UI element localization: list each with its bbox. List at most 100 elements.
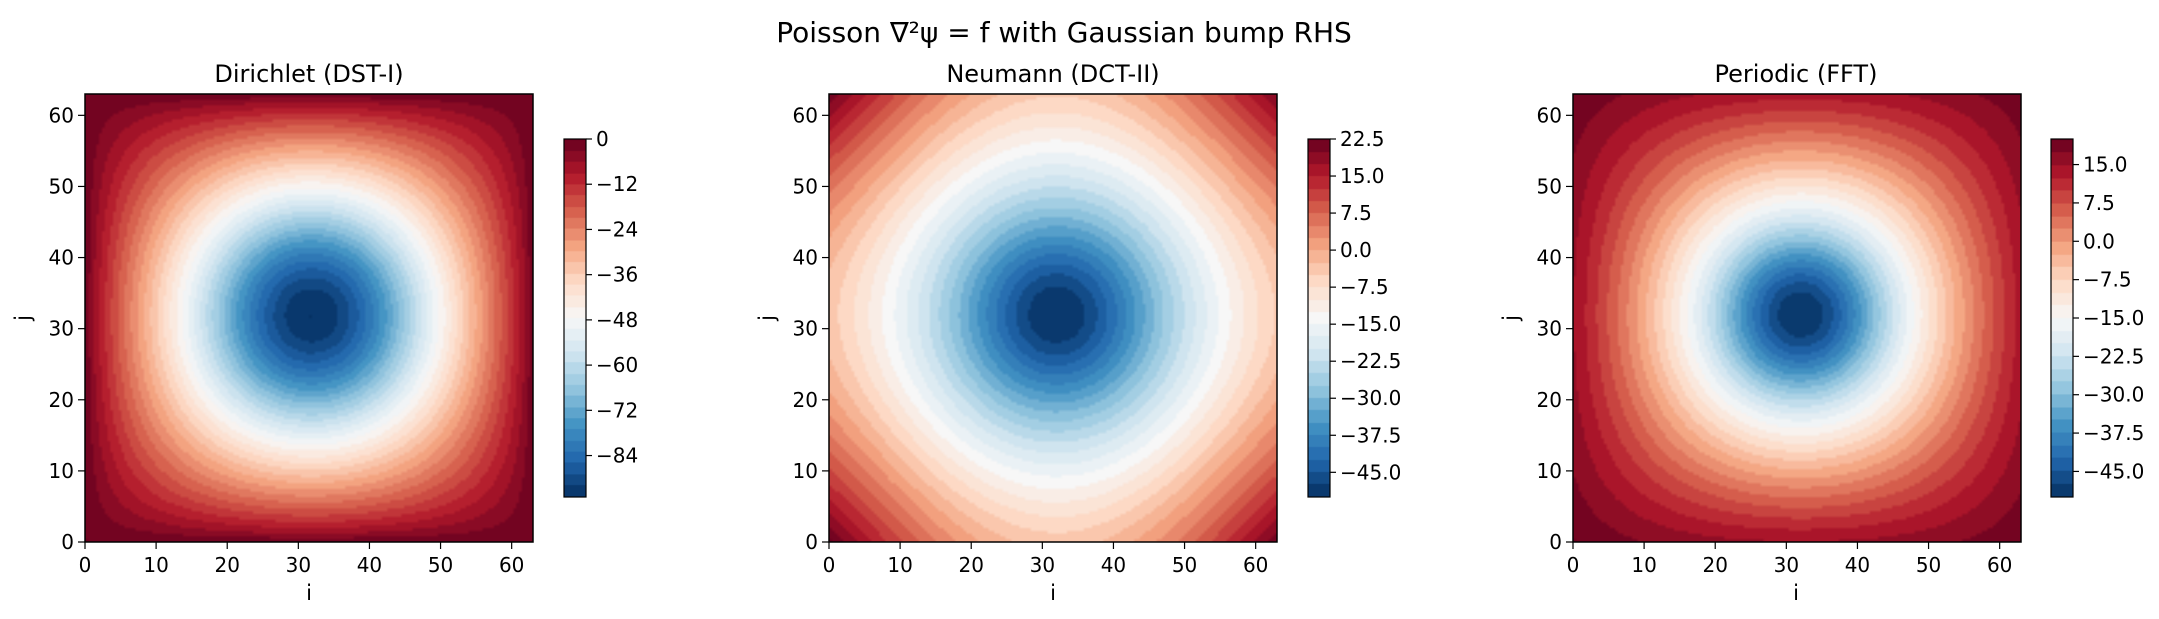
plot-frame [84,93,534,543]
y-ticks: 0 10 20 30 40 50 60 [1537,103,1573,554]
colorbar-frame [1307,138,1331,498]
y-tick-label: 30 [793,317,818,341]
x-tick-label: 50 [428,553,453,577]
colorbar-tick-label: −45.0 [1340,460,1401,484]
y-tick-label: 40 [1537,246,1562,270]
y-tick-label: 0 [61,530,74,554]
y-tick-label: 20 [1537,388,1562,412]
y-tick-label: 60 [793,103,818,127]
colorbar-tick-label: −37.5 [1340,423,1401,447]
x-tick-label: 50 [1916,553,1941,577]
x-tick-label: 10 [1631,553,1656,577]
colorbar-tick-label: 22.5 [1340,127,1385,151]
colorbar-tick-label: −22.5 [1340,349,1401,373]
x-tick-label: 60 [499,553,524,577]
colorbar-ticks: 22.5 15.0 7.5 0.0 −7.5 −15.0 −22.5 −30.0 −37.5 −4… [1330,127,1401,484]
x-tick-label: 0 [1567,553,1580,577]
colorbar-tick-label: −15.0 [1340,312,1401,336]
y-ticks: 0 10 20 30 40 50 60 [793,103,829,554]
colorbar-tick-label: 15.0 [2083,153,2128,177]
colorbar-tick-label: −22.5 [2083,344,2144,368]
y-tick-label: 50 [1537,174,1562,198]
x-ticks: 0 10 20 30 40 50 60 [823,542,1268,577]
plot-frame [1572,93,2022,543]
colorbar-tick-label: 0.0 [2083,229,2115,253]
x-tick-label: 10 [887,553,912,577]
colorbar-image [2051,139,2073,497]
colorbar-tick-label: 0 [596,127,609,151]
panel-title: Dirichlet (DST-I) [214,60,403,88]
y-tick-label: 60 [49,103,74,127]
panel-periodic: Periodic (FFT) 0 10 20 30 40 50 60 0 10 20 30 40 50… [1499,60,2144,605]
y-tick-label: 0 [1549,530,1562,554]
colorbar-tick-label: −7.5 [1340,275,1389,299]
colorbar-tick-label: 7.5 [1340,201,1372,225]
x-tick-label: 50 [1172,553,1197,577]
heatmap-image [829,94,1277,542]
x-tick-label: 0 [823,553,836,577]
y-tick-label: 40 [793,246,818,270]
colorbar-ticks: 0 −12 −24 −36 −48 −60 −72 −84 [586,127,638,468]
colorbar-tick-label: −37.5 [2083,421,2144,445]
colorbar-image [564,139,586,497]
y-axis-label: j [755,315,779,322]
colorbar-tick-label: −7.5 [2083,268,2132,292]
colorbar-tick-label: −24 [596,217,638,241]
x-tick-label: 40 [1101,553,1126,577]
x-tick-label: 60 [1243,553,1268,577]
y-tick-label: 60 [1537,103,1562,127]
x-tick-label: 0 [79,553,92,577]
heatmap-image [1573,94,2021,542]
colorbar-tick-label: 0.0 [1340,238,1372,262]
x-tick-label: 30 [286,553,311,577]
x-tick-label: 60 [1987,553,2012,577]
colorbar-tick-label: −30.0 [1340,386,1401,410]
x-ticks: 0 10 20 30 40 50 60 [79,542,524,577]
y-tick-label: 0 [805,530,818,554]
panel-title: Periodic (FFT) [1715,60,1878,88]
colorbar-ticks: 15.0 7.5 0.0 −7.5 −15.0 −22.5 −30.0 −37.5 −45.0 [2073,153,2144,483]
y-ticks: 0 10 20 30 40 50 60 [49,103,85,554]
panel-dirichlet: Dirichlet (DST-I) 0 10 20 30 40 50 60 0 10 20 30 4… [11,60,638,605]
x-tick-label: 30 [1030,553,1055,577]
plot-frame [828,93,1278,543]
y-tick-label: 10 [793,459,818,483]
colorbar-tick-label: 7.5 [2083,191,2115,215]
colorbar-tick-label: −36 [596,263,638,287]
y-tick-label: 50 [49,174,74,198]
x-ticks: 0 10 20 30 40 50 60 [1567,542,2012,577]
colorbar-image [1308,139,1330,497]
x-axis-label: i [306,581,312,605]
y-tick-label: 30 [1537,317,1562,341]
x-axis-label: i [1050,581,1056,605]
colorbar-tick-label: −72 [596,398,638,422]
x-tick-label: 40 [1845,553,1870,577]
y-tick-label: 50 [793,174,818,198]
y-tick-label: 20 [49,388,74,412]
panel-title: Neumann (DCT-II) [946,60,1159,88]
x-tick-label: 20 [958,553,983,577]
y-tick-label: 40 [49,246,74,270]
y-axis-label: j [1499,315,1523,322]
x-tick-label: 20 [1702,553,1727,577]
y-tick-label: 30 [49,317,74,341]
x-tick-label: 40 [357,553,382,577]
x-tick-label: 30 [1774,553,1799,577]
colorbar-tick-label: −45.0 [2083,459,2144,483]
x-tick-label: 20 [214,553,239,577]
colorbar-tick-label: −60 [596,353,638,377]
colorbar-tick-label: −48 [596,308,638,332]
heatmap-image [85,94,533,542]
y-tick-label: 20 [793,388,818,412]
colorbar-tick-label: −15.0 [2083,306,2144,330]
figure-title: Poisson ∇²ψ = f with Gaussian bump RHS [776,16,1352,49]
y-tick-label: 10 [1537,459,1562,483]
panel-neumann: Neumann (DCT-II) 0 10 20 30 40 50 60 0 10 20 30 40… [755,60,1401,605]
colorbar-tick-label: 15.0 [1340,164,1385,188]
x-tick-label: 10 [143,553,168,577]
colorbar-tick-label: −30.0 [2083,383,2144,407]
x-axis-label: i [1793,581,1799,605]
colorbar-frame [563,138,587,498]
colorbar-tick-label: −84 [596,444,638,468]
